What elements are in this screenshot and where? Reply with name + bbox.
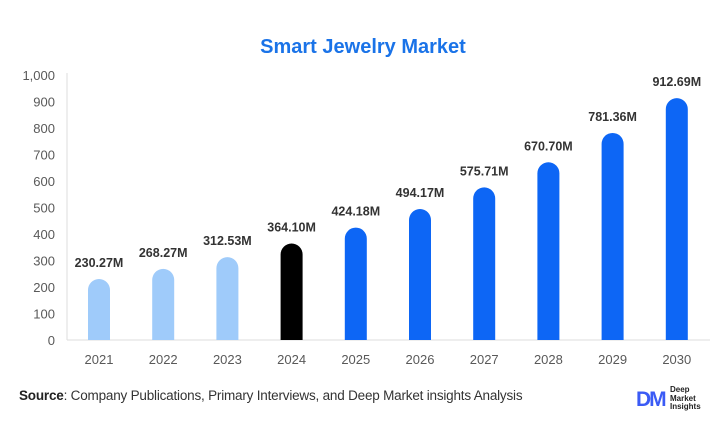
data-label: 670.70M: [524, 139, 573, 153]
bar-2030: [665, 98, 688, 341]
y-tick-label: 800: [33, 121, 55, 136]
data-label: 781.36M: [588, 110, 637, 124]
bar-2025: [344, 227, 367, 340]
y-tick-label: 0: [48, 333, 55, 348]
data-label: 364.10M: [267, 221, 316, 235]
data-label: 575.71M: [460, 164, 509, 178]
x-tick-label: 2023: [213, 352, 242, 367]
y-tick-label: 500: [33, 201, 55, 216]
logo-text: Deep Market Insights: [670, 385, 701, 411]
bar-2026: [409, 209, 431, 340]
data-label: 230.27M: [75, 256, 124, 270]
y-tick-label: 1,000: [22, 68, 55, 83]
chart-title: Smart Jewelry Market: [260, 36, 466, 58]
bar-2028: [537, 162, 560, 340]
x-tick-label: 2027: [470, 352, 499, 367]
y-tick-label: 900: [33, 95, 55, 110]
data-label: 494.17M: [396, 186, 445, 200]
x-tick-label: 2026: [406, 352, 435, 367]
y-tick-label: 300: [33, 254, 55, 269]
x-tick-label: 2029: [598, 352, 627, 367]
data-label: 424.18M: [331, 205, 380, 219]
x-tick-label: 2028: [534, 352, 563, 367]
x-tick-label: 2022: [149, 352, 178, 367]
logo-mark: DM: [636, 388, 667, 411]
x-tick-label: 2021: [85, 352, 114, 367]
y-tick-label: 600: [33, 174, 55, 189]
bar-2024: [280, 243, 303, 340]
y-tick-label: 400: [33, 227, 55, 242]
bar-2023: [216, 257, 239, 340]
data-label: 268.27M: [139, 246, 188, 260]
y-tick-label: 100: [33, 307, 55, 322]
source-label: Source: [19, 388, 64, 403]
source-note: Source: Company Publications, Primary In…: [19, 388, 523, 403]
data-label: 912.69M: [652, 75, 701, 89]
bar-2029: [601, 132, 624, 340]
source-text: : Company Publications, Primary Intervie…: [63, 388, 523, 403]
bar-2022: [152, 268, 175, 340]
bar-chart: 0 100 200 300 400 500 600 700 800 900 1,000 230.27M…: [22, 68, 710, 367]
x-tick-label: 2025: [341, 352, 370, 367]
y-tick-label: 200: [33, 280, 55, 295]
company-logo: DM Deep Market Insights: [636, 385, 720, 412]
bar-2021: [88, 278, 110, 340]
x-tick-label: 2030: [662, 352, 691, 367]
bar-2027: [473, 187, 496, 340]
data-label: 312.53M: [203, 234, 252, 248]
y-tick-label: 700: [33, 148, 55, 163]
x-tick-label: 2024: [277, 352, 306, 367]
